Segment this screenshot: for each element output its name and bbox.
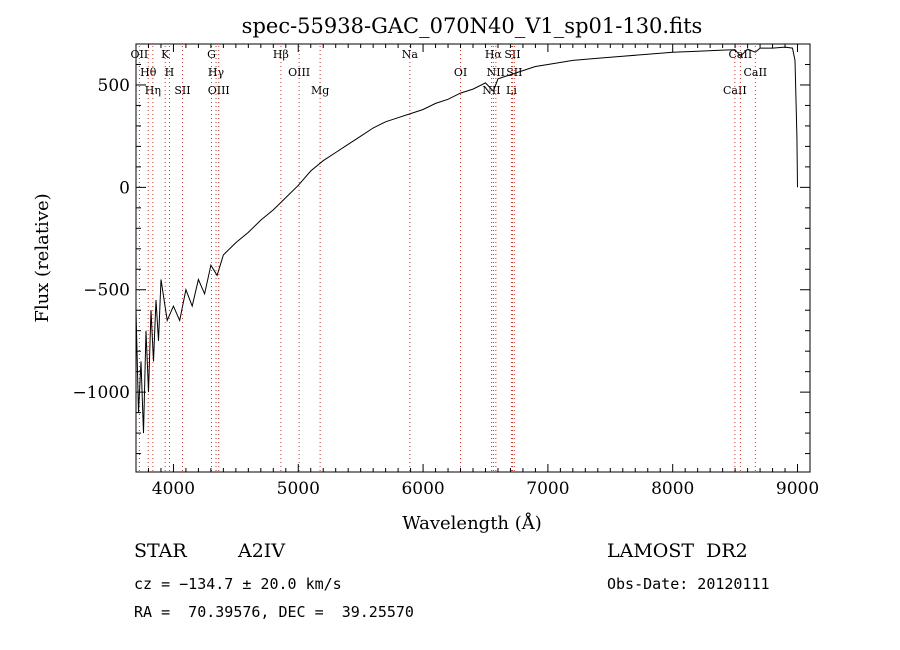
x-tick-label-5: 9000 <box>776 479 819 499</box>
marker-label-2: Hη <box>145 84 161 97</box>
marker-label-18: SII <box>504 48 520 61</box>
object-type: STAR <box>134 540 187 562</box>
redshift-readout: cz = −134.7 ± 20.0 km/s <box>134 575 342 593</box>
x-tick-label-4: 8000 <box>651 479 694 499</box>
marker-label-1: Hθ <box>140 66 157 79</box>
marker-label-19: SII <box>506 66 522 79</box>
y-tick-label-2: 0 <box>119 178 130 198</box>
marker-label-21: CaII <box>729 48 753 61</box>
marker-label-4: H <box>165 66 175 79</box>
marker-label-16: NII <box>487 66 505 79</box>
x-tick-label-3: 7000 <box>526 479 569 499</box>
coordinates: RA = 70.39576, DEC = 39.25570 <box>134 603 414 621</box>
marker-label-10: OIII <box>288 66 310 79</box>
x-tick-label-2: 6000 <box>401 479 444 499</box>
marker-label-12: Na <box>402 48 419 61</box>
marker-label-9: Hβ <box>273 48 289 61</box>
y-tick-label-1: −500 <box>83 281 130 301</box>
axis-ticks: 4000 5000 6000 7000 8000 9000 −1000 −500 0 500 <box>72 44 819 499</box>
x-axis-label: Wavelength (Å) <box>402 512 542 534</box>
marker-label-7: Hγ <box>208 66 225 79</box>
marker-label-22: CaII <box>743 66 767 79</box>
marker-label-20: CaII <box>723 84 747 97</box>
marker-label-14: NII <box>482 84 500 97</box>
marker-label-3: K <box>161 48 170 61</box>
marker-label-17: Li <box>506 84 517 97</box>
marker-label-13: OI <box>454 66 467 79</box>
spectrum-line-0 <box>135 46 798 434</box>
x-tick-label-1: 5000 <box>277 479 320 499</box>
marker-label-5: SII <box>174 84 190 97</box>
subclass: A2IV <box>238 540 286 562</box>
y-axis-label: Flux (relative) <box>32 193 53 322</box>
y-tick-label-3: 500 <box>98 76 130 96</box>
marker-label-0: OII <box>131 48 149 61</box>
marker-label-11: Mg <box>311 84 329 97</box>
survey-name: LAMOST DR2 <box>607 540 748 562</box>
series-group <box>135 46 798 434</box>
marker-label-6: G <box>207 48 216 61</box>
marker-label-8: OIII <box>208 84 230 97</box>
chart-title: spec-55938-GAC_070N40_V1_sp01-130.fits <box>242 14 703 38</box>
obs-date: Obs-Date: 20120111 <box>607 575 770 593</box>
line-markers: OIIHθHηKHSIIGHγOIIIHβOIIIMgNaOINIIHαNIIL… <box>131 46 767 472</box>
marker-label-15: Hα <box>485 48 503 61</box>
plot-frame <box>135 43 811 473</box>
x-tick-label-0: 4000 <box>152 479 195 499</box>
y-tick-label-0: −1000 <box>72 383 130 403</box>
